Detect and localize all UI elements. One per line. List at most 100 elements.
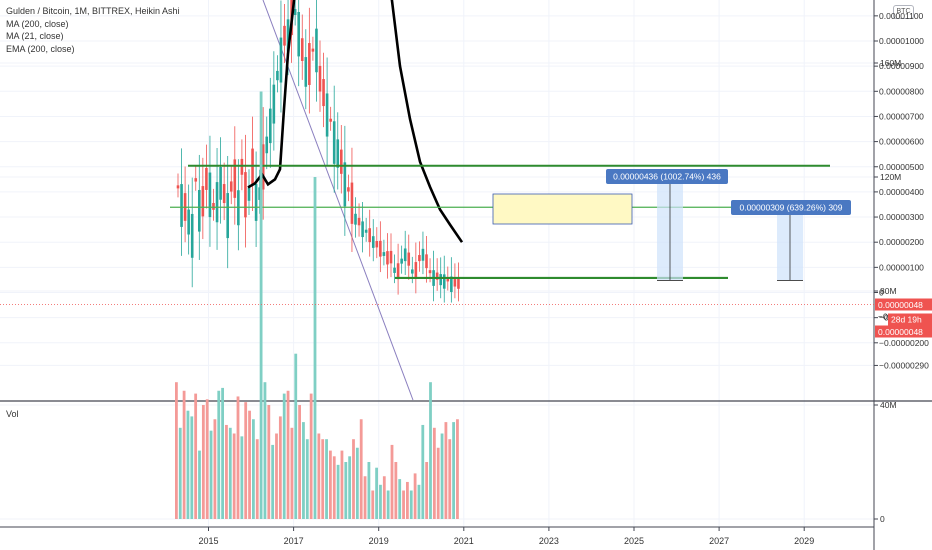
volume-bar <box>371 490 375 519</box>
volume-bar <box>198 450 201 519</box>
volume-bar <box>432 427 436 519</box>
time-scale: 2015 2017 2019 2021 2023 2025 2027 2029 <box>198 527 814 546</box>
candle-body <box>389 250 393 264</box>
volume-bar <box>275 433 278 519</box>
candle-body <box>276 70 279 81</box>
candle-body <box>407 252 411 266</box>
volume-scale: 160M 120M 80M 40M 0 <box>874 58 901 524</box>
candle-body <box>244 172 247 218</box>
candle-body <box>279 37 283 83</box>
current-price-value: 0.00000048 <box>878 300 923 310</box>
price-tick-label: 0.00000100 <box>879 262 924 272</box>
volume-label: Vol <box>6 409 19 419</box>
countdown-badge <box>888 313 932 326</box>
volume-bar <box>221 387 224 519</box>
candle-body <box>343 162 347 207</box>
candle-body <box>261 144 265 190</box>
time-tick-label: 2019 <box>369 536 389 546</box>
volume-bar <box>186 410 190 519</box>
candle-body <box>198 189 201 232</box>
volume-bar <box>325 439 328 519</box>
volume-bar <box>255 439 259 519</box>
volume-tick-label: 120M <box>880 172 901 182</box>
candle-body <box>450 276 453 293</box>
price-tick-partial: −0. <box>878 312 890 322</box>
candle-body <box>396 263 400 280</box>
volume-bar <box>332 456 336 519</box>
volume-bar <box>355 447 359 519</box>
candle-body <box>187 209 190 235</box>
candle-body <box>190 213 194 258</box>
measure-label: 0.00000436 (1002.74%) 436 <box>613 172 721 182</box>
volume-bar <box>336 464 340 519</box>
candle-body <box>418 255 421 262</box>
volume-bar <box>452 422 455 519</box>
candle-body <box>297 12 300 57</box>
flag-price-value: 0.00000048 <box>878 327 923 337</box>
volume-bar <box>390 444 394 519</box>
volume-bar <box>382 476 386 519</box>
candle-body <box>403 248 407 262</box>
volume-tick-label: 0 <box>880 514 885 524</box>
measure-label-bg <box>606 169 728 184</box>
price-tick-label: 0 <box>879 288 884 298</box>
price-tick-label: 0.00000500 <box>879 162 924 172</box>
candle-body <box>457 278 460 289</box>
volume-bar <box>271 444 275 519</box>
volume-tick-label: 40M <box>880 400 897 410</box>
volume-bar <box>178 427 182 519</box>
candle-body <box>258 187 261 200</box>
countdown-value: 28d 19h <box>891 315 922 325</box>
candle-body <box>315 28 318 73</box>
volume-bar <box>413 473 417 519</box>
symbol-title[interactable]: Gulden / Bitcoin, 1M, BITTREX, Heikin As… <box>6 6 180 16</box>
candle-body <box>364 229 368 233</box>
legend: Gulden / Bitcoin, 1M, BITTREX, Heikin As… <box>6 5 180 55</box>
candle-body <box>208 172 212 218</box>
price-tick-label: −0.00000200 <box>879 338 929 348</box>
candle-body <box>293 9 297 15</box>
price-tick-label: 0.00000300 <box>879 212 924 222</box>
indicator-ema-200[interactable]: EMA (200, close) <box>6 43 75 54</box>
volume-bar <box>421 424 425 519</box>
volume-bar <box>317 433 321 519</box>
volume-bar <box>286 390 290 519</box>
volume-bar <box>386 490 390 519</box>
volume-bar <box>190 416 194 519</box>
candle-body <box>300 38 304 61</box>
volume-bar <box>379 484 382 519</box>
candle-body <box>240 158 244 175</box>
candle-body <box>318 65 322 92</box>
candle-body <box>425 254 428 269</box>
volume-bar <box>236 396 240 519</box>
candle-body <box>400 258 403 264</box>
candle-body <box>308 43 311 85</box>
candle-body <box>222 184 226 204</box>
indicator-ma-200[interactable]: MA (200, close) <box>6 18 69 29</box>
drawings: 0.00000436 (1002.74%) 436 0.00000309 (639… <box>492 169 851 281</box>
volume-bar <box>429 382 432 519</box>
volume-bar <box>228 427 232 519</box>
candle-body <box>254 183 258 221</box>
candle-body <box>350 182 354 224</box>
volume-bar <box>209 430 213 519</box>
candle-body <box>226 193 229 239</box>
volume-bar <box>417 484 421 519</box>
volume-bar <box>294 353 298 519</box>
volume-bar <box>375 467 378 519</box>
volume-bar <box>232 433 236 519</box>
candle-body <box>219 166 222 200</box>
volume-bar <box>359 419 363 519</box>
candle-body <box>347 187 350 192</box>
candle-body <box>442 274 446 289</box>
indicator-ma-21[interactable]: MA (21, close) <box>6 31 64 41</box>
volume-bar <box>259 91 263 519</box>
candle-body <box>357 217 361 226</box>
volume-bar <box>201 405 205 519</box>
candle-body <box>414 262 418 278</box>
currency-badge[interactable]: BTC <box>893 5 914 19</box>
highlight-rectangle <box>492 193 633 225</box>
volume-bar <box>440 433 444 519</box>
